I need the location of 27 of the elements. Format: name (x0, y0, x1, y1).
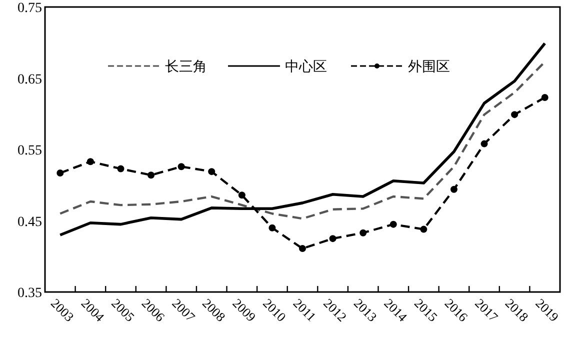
legend-label: 中心区 (285, 58, 327, 74)
point (56, 170, 64, 177)
point (541, 94, 548, 101)
y-tick-label: 0.75 (18, 1, 42, 16)
y-tick-label: 0.55 (18, 144, 42, 158)
point (511, 111, 518, 118)
legend-label: 长三角 (165, 58, 207, 74)
point (329, 235, 336, 242)
x-tick-label: 2017 (472, 296, 502, 325)
point (238, 192, 246, 199)
y-tick-label: 0.35 (18, 286, 42, 301)
point (208, 168, 216, 176)
point (450, 186, 458, 193)
point (480, 140, 488, 148)
point (299, 245, 306, 252)
point (420, 226, 428, 233)
y-tick-label: 0.45 (18, 214, 42, 230)
point (360, 229, 367, 236)
x-tick-label: 2007 (169, 296, 199, 325)
legend-label: 外围区 (408, 58, 450, 74)
point (148, 172, 155, 179)
point (390, 220, 397, 228)
point (268, 224, 276, 232)
point (178, 163, 185, 170)
point (117, 165, 124, 172)
y-tick-label: 0.65 (18, 72, 42, 88)
point (86, 158, 94, 166)
